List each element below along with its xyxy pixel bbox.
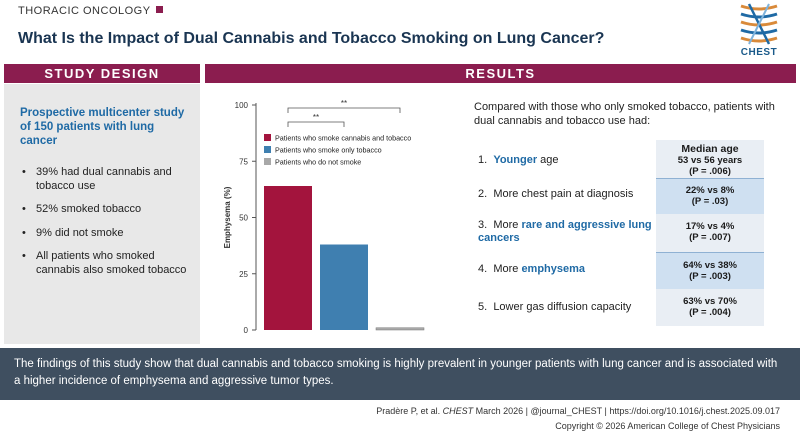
- finding-text-pre: Lower gas diffusion capacity: [493, 301, 632, 313]
- finding-text: 5. Lower gas diffusion capacity: [478, 301, 656, 314]
- stat-p-value: (P = .003): [689, 271, 731, 282]
- kicker-square-icon: [155, 6, 163, 13]
- finding-number: 5.: [478, 301, 488, 313]
- y-tick-label: 25: [239, 270, 248, 279]
- legend-label-2: Patients who smoke only tobacco: [275, 146, 382, 155]
- bar-1: [264, 186, 312, 330]
- study-design-bullet: All patients who smoked cannabis also sm…: [22, 250, 194, 277]
- y-tick-label: 75: [239, 157, 248, 166]
- summary-text: The findings of this study show that dua…: [14, 358, 778, 387]
- legend-label-3: Patients who do not smoke: [275, 158, 361, 167]
- finding-text: 4. More emphysema: [478, 263, 656, 276]
- finding-text: 1. Younger age: [478, 154, 656, 167]
- citation-journal: CHEST: [442, 406, 474, 416]
- emphysema-bar-chart: 0 25 50 75 100 Emphysema (%) ** ** Patients who …: [223, 99, 425, 335]
- y-tick-label: 50: [239, 214, 248, 223]
- study-design-bullet: 9% did not smoke: [22, 227, 194, 241]
- stat-main: 63% vs 70%: [683, 296, 737, 307]
- study-design-heading: STUDY DESIGN: [4, 64, 200, 83]
- chest-logo[interactable]: CHEST: [733, 2, 785, 58]
- legend-swatch-1: [264, 134, 271, 141]
- study-design-bullet: 52% smoked tobacco: [22, 203, 194, 217]
- summary-bar: The findings of this study show that dua…: [0, 348, 800, 400]
- stat-box: Median age 53 vs 56 years (P = .006): [656, 140, 764, 178]
- significance-bracket: [287, 107, 401, 113]
- citation-authors: Pradère P, et al.: [376, 406, 443, 416]
- finding-text-pre: More chest pain at diagnosis: [493, 188, 634, 200]
- y-tick-label: 0: [244, 326, 249, 335]
- bar-2: [320, 244, 368, 330]
- chest-logo-icon: [740, 3, 778, 45]
- finding-number: 4.: [478, 263, 488, 275]
- finding-number: 2.: [478, 188, 488, 200]
- stat-main: 53 vs 56 years: [677, 155, 743, 166]
- stat-box: 63% vs 70% (P = .004): [656, 289, 764, 326]
- stat-title: Median age: [681, 143, 739, 155]
- stat-main: 22% vs 8%: [685, 185, 735, 196]
- stat-p-value: (P = .006): [689, 166, 731, 177]
- section-kicker: THORACIC ONCOLOGY: [18, 5, 163, 17]
- finding-highlight: emphysema: [521, 263, 586, 275]
- results-intro: Compared with those who only smoked toba…: [474, 101, 775, 127]
- finding-highlight: Younger: [493, 154, 538, 166]
- finding-text: 3. More rare and aggressive lung cancers: [478, 219, 656, 245]
- finding-number: 3.: [478, 219, 488, 231]
- significance-label: **: [313, 113, 319, 122]
- stat-box: 64% vs 38% (P = .003): [656, 252, 764, 289]
- header: THORACIC ONCOLOGY What Is the Impact of …: [0, 0, 800, 62]
- finding-highlight: rare and aggressive lung cancers: [478, 219, 652, 244]
- finding-text-pre: More: [493, 263, 522, 275]
- study-design-bullet: 39% had dual cannabis and tobacco use: [22, 166, 194, 193]
- study-design-lead: Prospective multicenter study of 150 pat…: [20, 107, 185, 147]
- results-heading: RESULTS: [205, 64, 796, 83]
- finding-text-post: age: [537, 154, 559, 166]
- kicker-text: THORACIC ONCOLOGY: [18, 5, 151, 17]
- significance-label: **: [341, 99, 347, 108]
- study-design-list: 39% had dual cannabis and tobacco use 52…: [22, 166, 194, 287]
- stat-p-value: (P = .004): [689, 307, 731, 318]
- stat-p-value: (P = .007): [689, 232, 731, 243]
- logo-wordmark: CHEST: [740, 47, 778, 58]
- finding-text: 2. More chest pain at diagnosis: [478, 188, 656, 201]
- finding-number: 1.: [478, 154, 488, 166]
- stat-main: 17% vs 4%: [685, 221, 735, 232]
- bar-3: [375, 327, 425, 331]
- legend-swatch-2: [264, 146, 271, 153]
- y-tick-label: 100: [235, 101, 249, 110]
- stat-box: 17% vs 4% (P = .007): [656, 214, 764, 252]
- citation-details[interactable]: March 2026 | @journal_CHEST | https://do…: [473, 406, 780, 416]
- stat-p-value: (P = .03): [691, 196, 729, 207]
- finding-text-pre: More: [493, 219, 522, 231]
- study-design-panel: Prospective multicenter study of 150 pat…: [4, 84, 200, 344]
- page-title: What Is the Impact of Dual Cannabis and …: [18, 30, 605, 47]
- copyright: Copyright © 2026 American College of Che…: [555, 421, 780, 431]
- stat-main: 64% vs 38%: [683, 260, 737, 271]
- y-axis-label: Emphysema (%): [223, 186, 232, 248]
- citation: Pradère P, et al. CHEST March 2026 | @jo…: [376, 406, 780, 416]
- stat-box: 22% vs 8% (P = .03): [656, 178, 764, 214]
- significance-bracket: [287, 121, 345, 127]
- legend-label-1: Patients who smoke cannabis and tobacco: [275, 134, 411, 143]
- legend-swatch-3: [264, 158, 271, 165]
